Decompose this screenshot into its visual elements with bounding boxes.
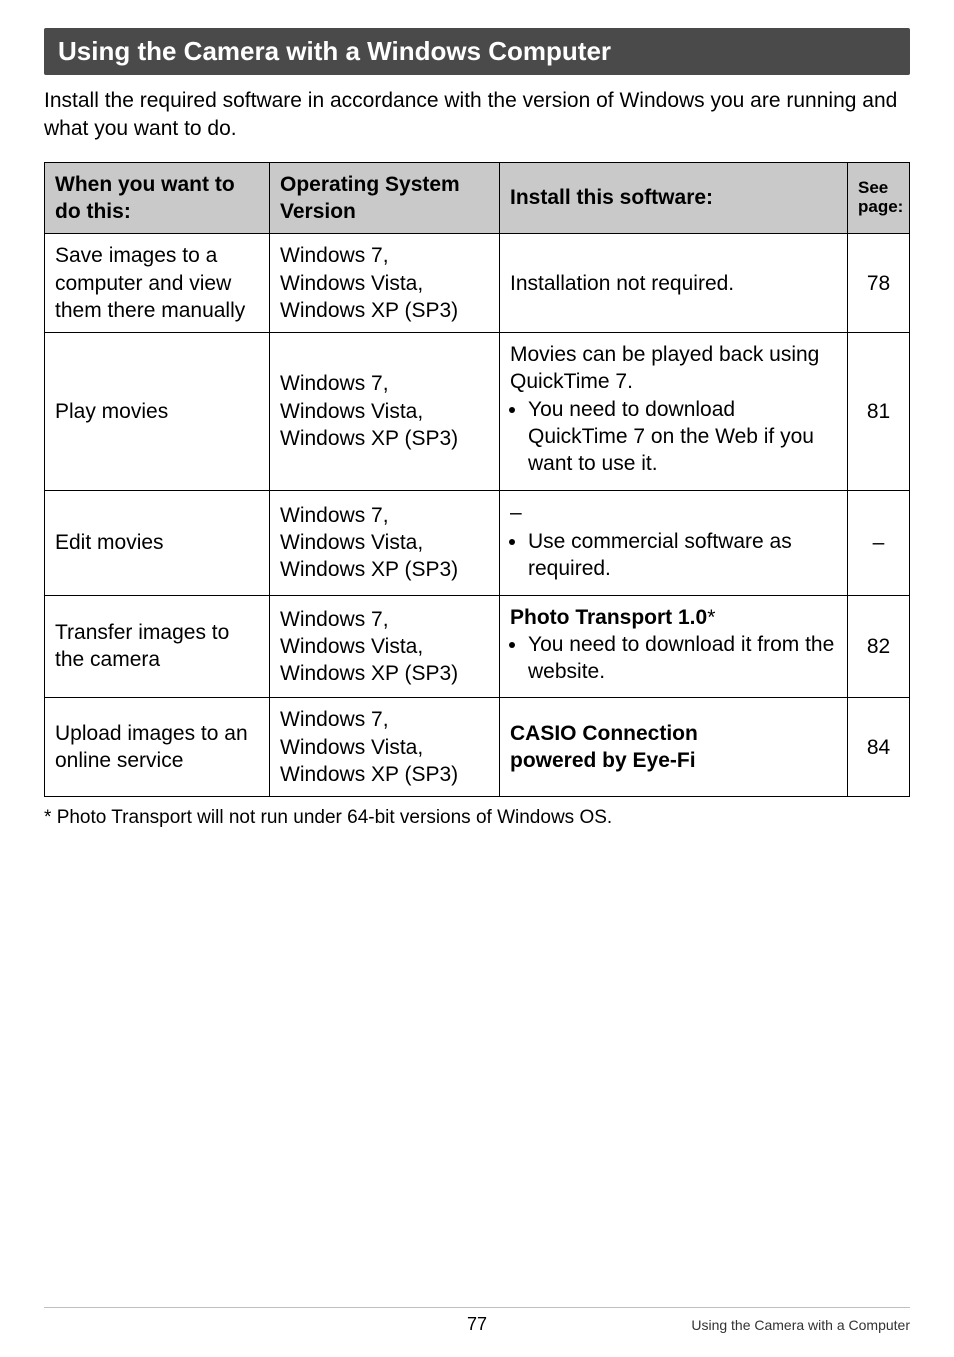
footer-right-text: Using the Camera with a Computer — [487, 1317, 910, 1333]
intro-paragraph: Install the required software in accorda… — [44, 87, 910, 144]
install-bullet: You need to download QuickTime 7 on the … — [528, 396, 837, 478]
th-page: See page: — [848, 162, 910, 234]
install-title: Photo Transport 1.0* — [510, 604, 837, 631]
cell-os: Windows 7,Windows Vista,Windows XP (SP3) — [270, 595, 500, 698]
install-title-line1: CASIO Connection — [510, 720, 837, 747]
footnote: * Photo Transport will not run under 64-… — [44, 807, 910, 829]
cell-os: Windows 7,Windows Vista,Windows XP (SP3) — [270, 698, 500, 797]
footnote-marker: * — [44, 807, 51, 828]
cell-page: 84 — [848, 698, 910, 797]
cell-task: Transfer images to the camera — [45, 595, 270, 698]
th-page-line1: See — [858, 178, 888, 197]
footer-row: 77 Using the Camera with a Computer — [44, 1314, 910, 1335]
install-bullet: You need to download it from the website… — [528, 631, 837, 686]
table-row: Play moviesWindows 7,Windows Vista,Windo… — [45, 333, 910, 490]
cell-install: CASIO Connectionpowered by Eye-Fi — [500, 698, 848, 797]
cell-os: Windows 7,Windows Vista,Windows XP (SP3) — [270, 234, 500, 333]
table-body: Save images to a computer and view them … — [45, 234, 910, 797]
cell-task: Edit movies — [45, 490, 270, 595]
th-os: Operating System Version — [270, 162, 500, 234]
th-install: Install this software: — [500, 162, 848, 234]
footnote-text: Photo Transport will not run under 64-bi… — [57, 807, 612, 828]
cell-page: 78 — [848, 234, 910, 333]
cell-install: Movies can be played back using QuickTim… — [500, 333, 848, 490]
table-header-row: When you want to do this: Operating Syst… — [45, 162, 910, 234]
install-lead: Movies can be played back using QuickTim… — [510, 341, 837, 396]
cell-install: Photo Transport 1.0*You need to download… — [500, 595, 848, 698]
page: Using the Camera with a Windows Computer… — [0, 0, 954, 1357]
footer-page-number: 77 — [467, 1314, 487, 1335]
page-footer: 77 Using the Camera with a Computer — [44, 1307, 910, 1335]
install-bullets: Use commercial software as required. — [510, 528, 837, 583]
section-header-bar: Using the Camera with a Windows Computer — [44, 28, 910, 75]
th-page-line2: page: — [858, 197, 903, 216]
footer-rule — [44, 1307, 910, 1308]
cell-task: Save images to a computer and view them … — [45, 234, 270, 333]
install-title-line2: powered by Eye-Fi — [510, 747, 837, 774]
cell-task: Upload images to an online service — [45, 698, 270, 797]
cell-os: Windows 7,Windows Vista,Windows XP (SP3) — [270, 333, 500, 490]
cell-install: Installation not required. — [500, 234, 848, 333]
cell-page: 82 — [848, 595, 910, 698]
table-row: Upload images to an online serviceWindow… — [45, 698, 910, 797]
cell-os: Windows 7,Windows Vista,Windows XP (SP3) — [270, 490, 500, 595]
install-title-suffix: * — [707, 606, 715, 629]
cell-install: –Use commercial software as required. — [500, 490, 848, 595]
install-dash-block: –Use commercial software as required. — [510, 499, 837, 583]
cell-page: 81 — [848, 333, 910, 490]
th-task: When you want to do this: — [45, 162, 270, 234]
install-dash: – — [510, 499, 837, 526]
cell-page: – — [848, 490, 910, 595]
install-bullet: Use commercial software as required. — [528, 528, 837, 583]
install-bullets: You need to download QuickTime 7 on the … — [510, 396, 837, 478]
table-row: Transfer images to the cameraWindows 7,W… — [45, 595, 910, 698]
software-table: When you want to do this: Operating Syst… — [44, 162, 910, 798]
cell-task: Play movies — [45, 333, 270, 490]
table-row: Save images to a computer and view them … — [45, 234, 910, 333]
table-row: Edit moviesWindows 7,Windows Vista,Windo… — [45, 490, 910, 595]
install-bullets: You need to download it from the website… — [510, 631, 837, 686]
